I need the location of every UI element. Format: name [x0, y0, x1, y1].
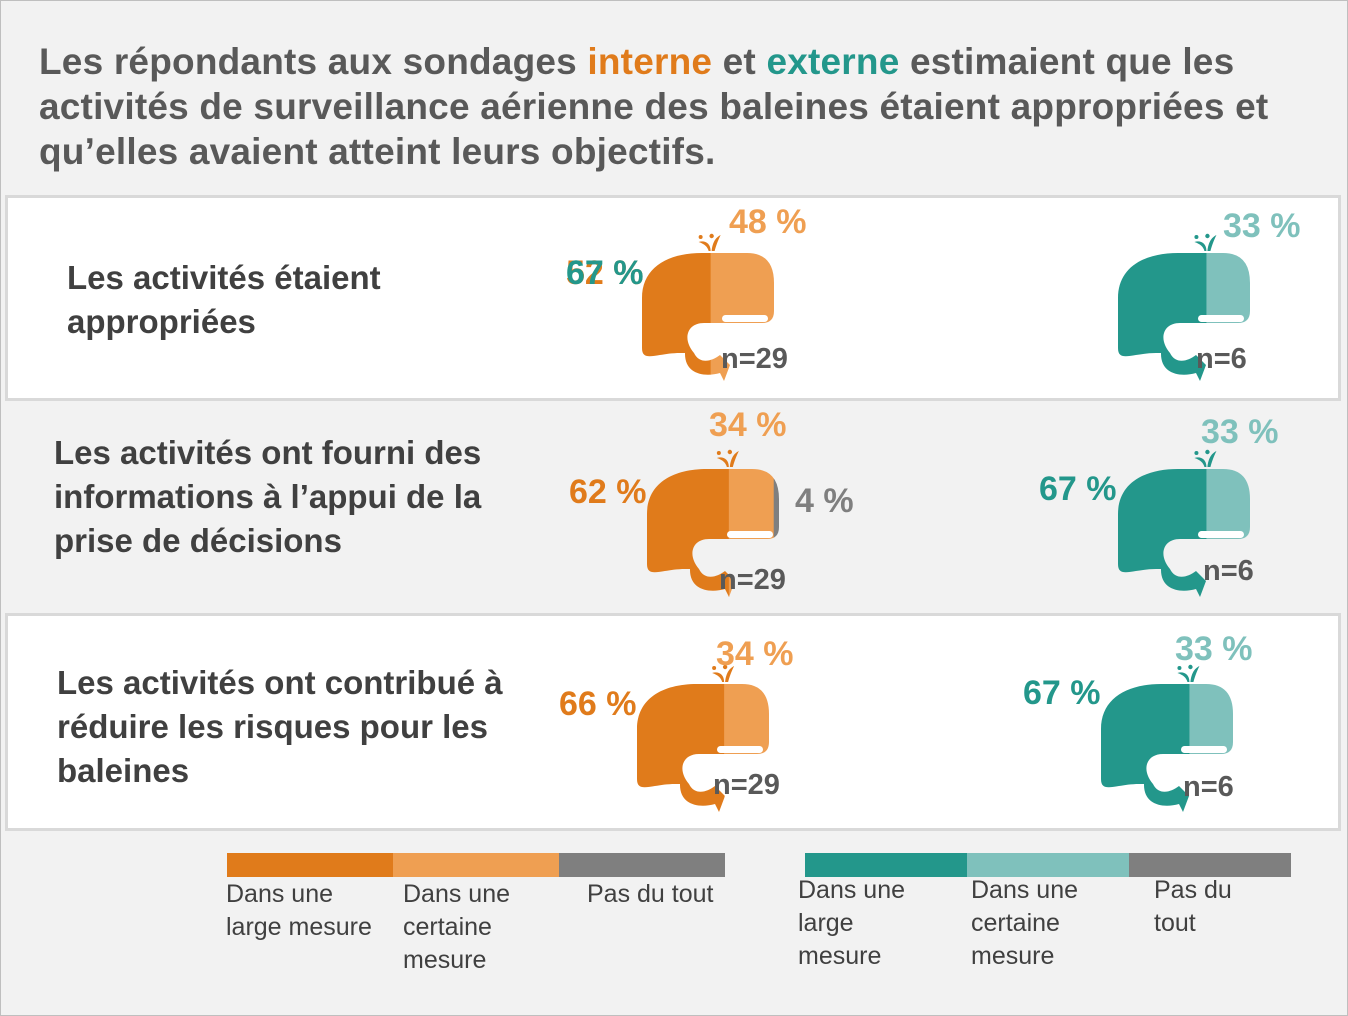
legend-internal-none-swatch	[559, 853, 725, 877]
whale-segment-externe-row-3-s1	[1101, 684, 1190, 812]
legend-internal-none-label: Pas du tout	[587, 880, 714, 908]
whale-spout	[1194, 233, 1217, 251]
row-label-1: Les activités étaient appropriées	[67, 259, 381, 340]
whale-segment-interne-row-3-s1	[637, 684, 725, 812]
value-label-interne-row-3-s1: 66 %	[559, 685, 637, 723]
title-text-3: estimaient que les activités de surveill…	[39, 41, 1269, 172]
whale-externe-row-3	[1101, 664, 1233, 812]
legend-external-some-label: Dans une certaine mesure	[971, 876, 1079, 970]
whale-segment-interne-row-2-s3	[773, 469, 779, 597]
legend-internal-large-swatch	[227, 853, 393, 877]
legend-external-none-swatch	[1129, 853, 1291, 877]
sample-size-externe-row-1: n=6	[1196, 343, 1247, 375]
whale-segment-externe-row-1-s1	[1118, 253, 1207, 381]
row-label-3: Les activités ont contribué à réduire le…	[57, 664, 503, 789]
title-text-1: Les répondants aux sondages	[39, 41, 588, 82]
value-label-externe-row-1-s1: 67 %	[566, 254, 644, 292]
value-label-externe-row-2-s1: 67 %	[1039, 470, 1117, 508]
legend-internal-some-swatch	[393, 853, 559, 877]
legend-internal-large-label: Dans une large mesure	[226, 880, 372, 941]
value-label-externe-row-3-s2: 33 %	[1175, 630, 1253, 668]
whale-spout	[1194, 449, 1217, 467]
whale-segment-interne-row-1-s1	[642, 253, 712, 381]
legend-external-some-swatch	[967, 853, 1129, 877]
whale-spout	[712, 664, 735, 682]
whale-mouth	[717, 746, 763, 753]
title-text-2: et	[712, 41, 767, 82]
value-label-interne-row-2-s1: 62 %	[569, 473, 647, 511]
value-label-interne-row-2-s2: 34 %	[709, 406, 787, 444]
whale-spout	[716, 449, 739, 467]
value-label-interne-row-2-s3: 4 %	[795, 482, 854, 520]
value-label-interne-row-3-s2: 34 %	[716, 635, 794, 673]
whale-mouth	[1181, 746, 1227, 753]
whale-segment-externe-row-2-s1	[1118, 469, 1207, 597]
page-title: Les répondants aux sondages interne et e…	[39, 39, 1329, 174]
whale-mouth	[1198, 315, 1244, 322]
sample-size-externe-row-2: n=6	[1203, 555, 1254, 587]
whale-spout	[698, 233, 721, 251]
title-internal-word: interne	[587, 41, 713, 82]
whale-mouth	[727, 531, 773, 538]
legend-external-none-label: Pas du tout	[1154, 876, 1232, 937]
whale-mouth	[722, 315, 768, 322]
value-label-externe-row-1-s2: 33 %	[1223, 207, 1301, 245]
whale-mouth	[1198, 531, 1244, 538]
sample-size-interne-row-1: n=29	[721, 343, 788, 375]
whale-segment-interne-row-2-s1	[647, 469, 730, 597]
value-label-interne-row-1-s1: 52 %	[566, 254, 644, 292]
row-label-2: Les activités ont fourni des information…	[54, 434, 482, 559]
sample-size-interne-row-2: n=29	[719, 564, 786, 596]
value-label-externe-row-2-s2: 33 %	[1201, 413, 1279, 451]
whale-spout	[1177, 664, 1200, 682]
legend-external-large-label: Dans une large mesure	[798, 876, 906, 970]
legend-external-large-swatch	[805, 853, 967, 877]
value-label-externe-row-3-s1: 67 %	[1023, 674, 1101, 712]
sample-size-interne-row-3: n=29	[713, 769, 780, 801]
value-label-interne-row-1-s2: 48 %	[729, 203, 807, 241]
sample-size-externe-row-3: n=6	[1183, 771, 1234, 803]
title-external-word: externe	[766, 41, 900, 82]
legend-internal-some-label: Dans une certaine mesure	[403, 880, 511, 974]
